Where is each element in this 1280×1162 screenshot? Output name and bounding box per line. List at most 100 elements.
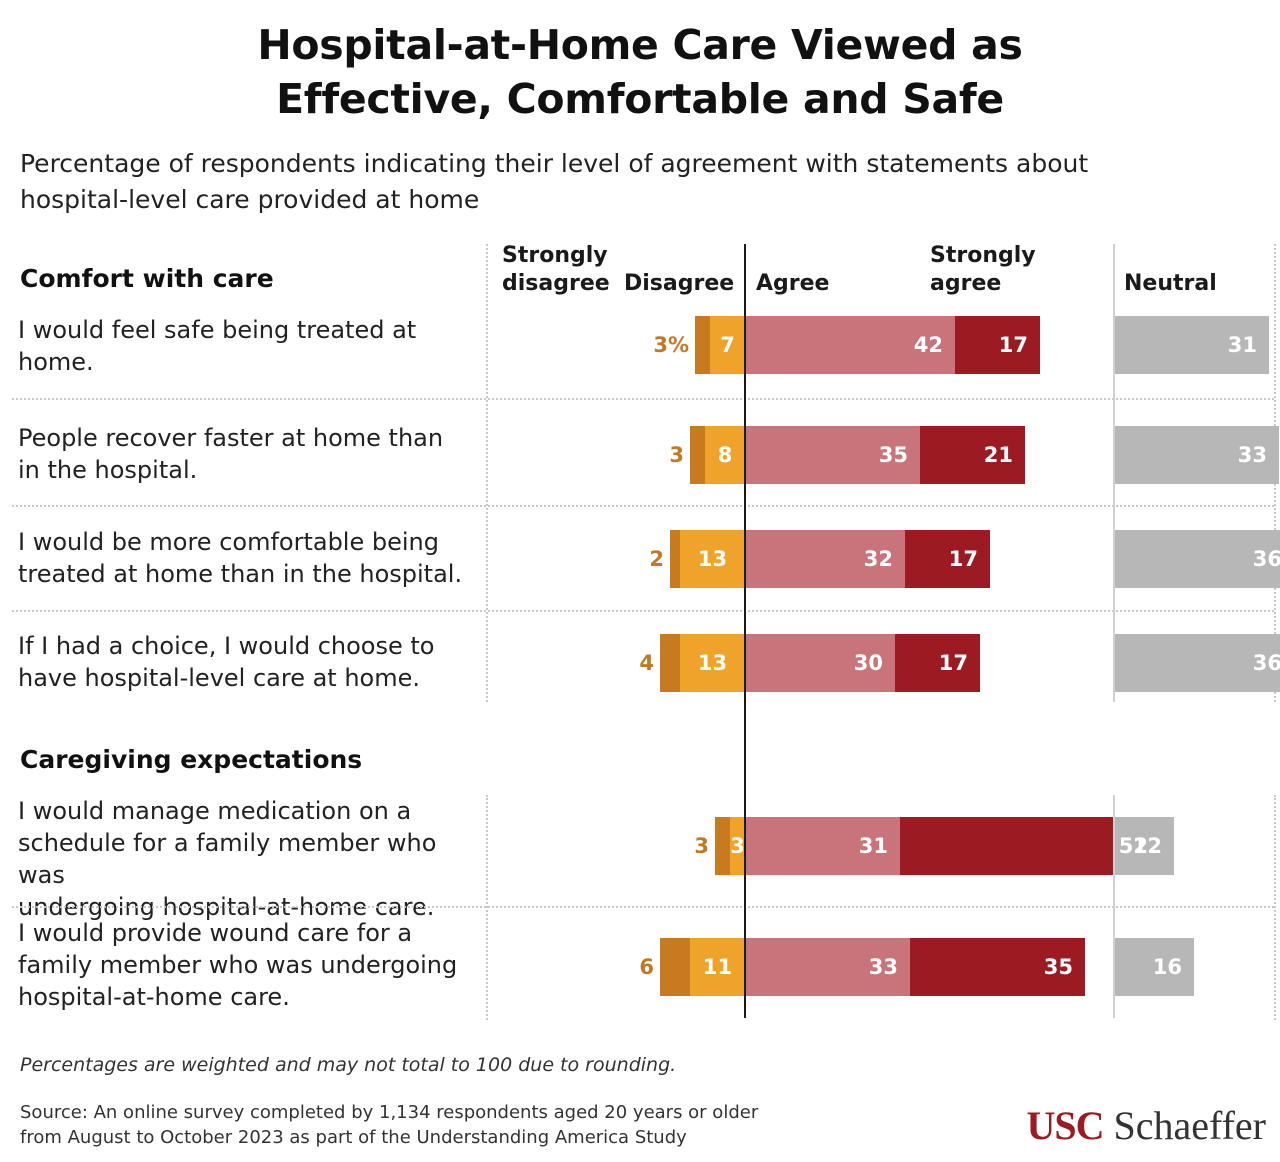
bar-strongly-disagree (670, 530, 680, 588)
grid-guide (1274, 795, 1276, 1020)
grid-guide (486, 795, 488, 1020)
label-disagree: 3 (730, 834, 745, 858)
bar-neutral (1114, 817, 1174, 875)
legend-label-line: agree (930, 271, 1002, 296)
label-strongly-disagree: 6 (639, 955, 654, 979)
label-strongly-disagree: 3% (653, 333, 689, 357)
source-line: Source: An online survey completed by 1,… (20, 1102, 759, 1123)
grid-guide (486, 244, 488, 702)
statement-line: I would provide wound care for a (18, 919, 413, 947)
bar-strongly-disagree (715, 817, 730, 875)
bar-neutral (1114, 426, 1279, 484)
bar-neutral (1114, 938, 1194, 996)
logo-schaeffer: Schaeffer (1113, 1103, 1267, 1148)
bar-strongly-disagree (660, 634, 680, 692)
label-neutral: 31 (1228, 333, 1257, 357)
statement-4: If I had a choice, I would choose to hav… (18, 630, 488, 694)
label-strongly-agree: 17 (949, 547, 978, 571)
section-heading-caregiving: Caregiving expectations (20, 745, 363, 774)
section-heading-comfort: Comfort with care (20, 264, 274, 293)
legend-strongly-disagree: Strongly disagree (502, 242, 610, 298)
label-strongly-disagree: 3 (669, 443, 684, 467)
statement-line: family member who was undergoing (18, 951, 458, 979)
label-neutral: 12 (1133, 834, 1162, 858)
bar-agree (745, 426, 920, 484)
statement-1: I would feel safe being treated at home. (18, 314, 488, 378)
legend-label-line: Strongly (930, 243, 1036, 268)
label-strongly-disagree: 2 (649, 547, 664, 571)
legend-agree: Agree (756, 271, 830, 296)
statement-6: I would provide wound care for a family … (18, 917, 488, 1013)
label-strongly-disagree: 4 (639, 651, 654, 675)
row-divider (12, 505, 1274, 507)
label-strongly-agree: 21 (984, 443, 1013, 467)
statement-line: treated at home than in the hospital. (18, 560, 463, 588)
row-divider (12, 906, 1274, 908)
bar-strongly-disagree (690, 426, 705, 484)
label-disagree: 11 (703, 955, 732, 979)
statement-line: hospital-at-home care. (18, 983, 290, 1011)
bar-disagree (730, 817, 745, 875)
chart-title-line: Hospital-at-Home Care Viewed as (257, 21, 1023, 69)
bar-disagree (680, 530, 745, 588)
label-neutral: 36 (1253, 651, 1280, 675)
row-divider (12, 398, 1274, 400)
statement-line: I would manage medication on a (18, 797, 412, 825)
statement-line: in the hospital. (18, 456, 198, 484)
label-strongly-agree: 17 (999, 333, 1028, 357)
statement-line: If I had a choice, I would choose to (18, 632, 435, 660)
legend-neutral: Neutral (1124, 271, 1217, 296)
bar-strongly-agree (955, 316, 1040, 374)
bar-strongly-disagree (695, 316, 710, 374)
bar-agree (745, 316, 955, 374)
label-agree: 33 (869, 955, 898, 979)
label-strongly-agree: 52 (1119, 834, 1148, 858)
bar-neutral (1114, 634, 1280, 692)
statement-line: People recover faster at home than (18, 424, 444, 452)
label-disagree: 13 (698, 547, 727, 571)
usc-schaeffer-logo: USC Schaeffer (1026, 1102, 1266, 1150)
label-neutral: 36 (1253, 547, 1280, 571)
bar-agree (745, 817, 900, 875)
bar-strongly-agree (920, 426, 1025, 484)
bar-disagree (705, 426, 745, 484)
legend-label-line: disagree (502, 271, 610, 296)
label-disagree: 8 (718, 443, 733, 467)
label-disagree: 7 (720, 333, 735, 357)
chart-title: Hospital-at-Home Care Viewed as Effectiv… (0, 18, 1280, 126)
bar-neutral (1114, 316, 1269, 374)
legend-disagree: Disagree (624, 271, 735, 296)
label-strongly-disagree: 3 (694, 834, 709, 858)
bar-agree (745, 634, 895, 692)
statement-2: People recover faster at home than in th… (18, 422, 488, 486)
bar-disagree (680, 634, 745, 692)
bar-agree (745, 530, 905, 588)
footnote: Percentages are weighted and may not tot… (20, 1054, 677, 1076)
label-neutral: 16 (1153, 955, 1182, 979)
statement-line: home. (18, 348, 94, 376)
bar-strongly-disagree (660, 938, 690, 996)
chart-subtitle: Percentage of respondents indicating the… (20, 149, 1089, 214)
label-disagree: 13 (698, 651, 727, 675)
bar-strongly-agree (910, 938, 1085, 996)
legend-strongly-agree: Strongly agree (930, 242, 1036, 298)
bar-agree (745, 938, 910, 996)
source-note: Source: An online survey completed by 1,… (20, 1100, 840, 1150)
bar-strongly-agree (905, 530, 990, 588)
bar-disagree (690, 938, 745, 996)
statement-line: schedule for a family member who was (18, 829, 437, 889)
statement-line: have hospital-level care at home. (18, 664, 421, 692)
label-strongly-agree: 17 (939, 651, 968, 675)
label-neutral: 33 (1238, 443, 1267, 467)
bar-strongly-agree (895, 634, 980, 692)
statement-line: I would feel safe being treated at (18, 316, 417, 344)
label-agree: 30 (854, 651, 883, 675)
statement-line: I would be more comfortable being (18, 528, 439, 556)
statement-3: I would be more comfortable being treate… (18, 526, 488, 590)
source-line: from August to October 2023 as part of t… (20, 1127, 687, 1148)
bar-neutral (1114, 530, 1280, 588)
legend-label-line: Strongly (502, 243, 608, 268)
label-agree: 31 (859, 834, 888, 858)
label-agree: 42 (914, 333, 943, 357)
